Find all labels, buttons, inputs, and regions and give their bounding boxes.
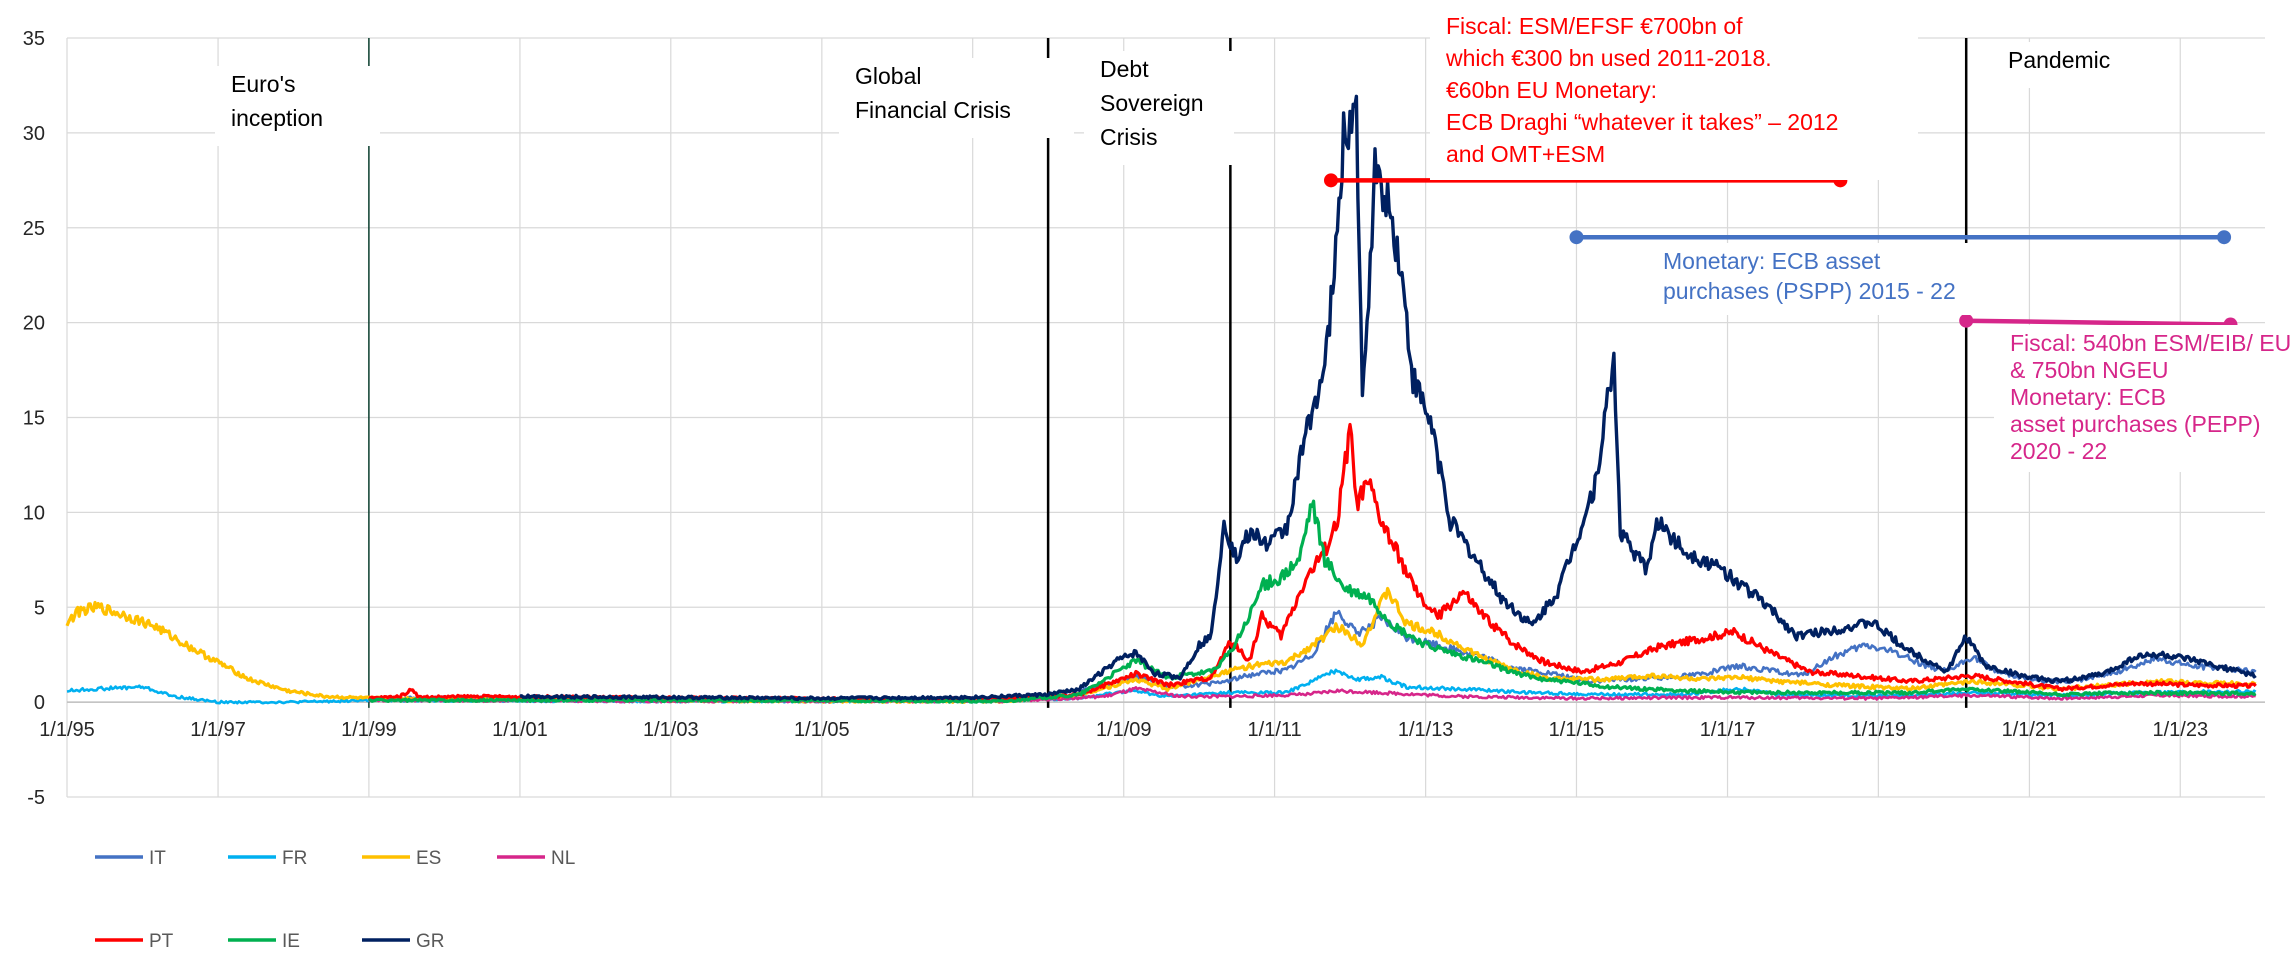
policy-bar-1-start-dot xyxy=(1323,173,1338,188)
annotation-6-line-1: Monetary: ECB asset xyxy=(1663,248,1881,274)
x-tick-label-1-1-03: 1/1/03 xyxy=(643,719,699,741)
legend-label-ie: IE xyxy=(282,931,300,952)
x-tick-label-1-1-15: 1/1/15 xyxy=(1549,719,1605,741)
annotation-box-4 xyxy=(1430,8,1918,180)
x-tick-label-1-1-23: 1/1/23 xyxy=(2152,719,2208,741)
y-tick-label-25: 25 xyxy=(23,218,45,240)
annotation-4-line-4: ECB Draghi “whatever it takes” – 2012 xyxy=(1446,109,1838,135)
x-tick-label-1-1-17: 1/1/17 xyxy=(1700,719,1756,741)
annotation-box-5 xyxy=(1992,42,2152,88)
x-tick-label-1-1-05: 1/1/05 xyxy=(794,719,850,741)
y-tick-label-35: 35 xyxy=(23,28,45,50)
annotation-1-line-1: Euro's xyxy=(231,71,295,97)
annotation-4-line-1: Fiscal: ESM/EFSF €700bn of xyxy=(1446,13,1743,39)
policy-bar-2-start-dot xyxy=(1569,230,1584,245)
series-line-ie xyxy=(368,499,2257,704)
annotation-7-line-3: Monetary: ECB xyxy=(2010,384,2166,410)
y-tick-label-30: 30 xyxy=(23,123,45,145)
annotation-7-line-5: 2020 - 22 xyxy=(2010,438,2107,464)
annotation-5-line-1: Pandemic xyxy=(2008,47,2110,73)
annotation-2-line-2: Financial Crisis xyxy=(855,97,1011,123)
legend-label-it: IT xyxy=(149,848,166,869)
y-tick-label-5: 5 xyxy=(34,597,45,619)
annotation-2-line-1: Global xyxy=(855,63,921,89)
legend: IT FR ES NL PT IE GR xyxy=(95,848,575,952)
x-tick-label-1-1-19: 1/1/19 xyxy=(1851,719,1907,741)
axes: -5 0 5 10 15 20 25 30 35 1/1/95 1/1/97 1/1/99 1/1/01… xyxy=(23,28,2265,809)
annotation-7-line-4: asset purchases (PEPP) xyxy=(2010,411,2261,437)
annotation-4-line-2: which €300 bn used 2011-2018. xyxy=(1445,45,1772,71)
y-tick-label-5: -5 xyxy=(27,787,45,809)
x-tick-label-1-1-09: 1/1/09 xyxy=(1096,719,1152,741)
legend-label-fr: FR xyxy=(282,848,307,869)
y-tick-label-0: 0 xyxy=(34,692,45,714)
policy-bar-3 xyxy=(1966,318,2231,327)
annotation-6-line-2: purchases (PSPP) 2015 - 22 xyxy=(1663,278,1956,304)
x-tick-label-1-1-95: 1/1/95 xyxy=(39,719,95,741)
annotation-3-line-2: Sovereign xyxy=(1100,90,1204,116)
annotation-box-7 xyxy=(1994,325,2294,472)
policy-bar-2-end-dot xyxy=(2217,230,2232,245)
annotation-7-line-2: & 750bn NGEU xyxy=(2010,357,2169,383)
x-tick-label-1-1-97: 1/1/97 xyxy=(190,719,246,741)
annotation-3-line-3: Crisis xyxy=(1100,124,1158,150)
x-tick-label-1-1-11: 1/1/11 xyxy=(1248,719,1302,741)
annotation-box-6 xyxy=(1647,243,1997,315)
y-tick-label-10: 10 xyxy=(23,502,45,524)
y-tick-label-15: 15 xyxy=(23,408,45,430)
annotation-1-line-2: inception xyxy=(231,105,323,131)
x-tick-label-1-1-13: 1/1/13 xyxy=(1398,719,1454,741)
annotation-box-2 xyxy=(839,58,1074,138)
annotation-4-line-3: €60bn EU Monetary: xyxy=(1446,77,1657,103)
legend-label-pt: PT xyxy=(149,931,174,952)
policy-bar-3-start-dot xyxy=(1959,313,1974,328)
x-tick-label-1-1-01: 1/1/01 xyxy=(492,719,548,741)
annotations: Euro's inception Global Financial Crisis Deb… xyxy=(215,8,2294,472)
legend-label-gr: GR xyxy=(416,931,445,952)
series-line-es xyxy=(65,586,2257,704)
annotation-box-1 xyxy=(215,66,380,146)
annotation-4-line-5: and OMT+ESM xyxy=(1446,141,1605,167)
x-tick-label-1-1-21: 1/1/21 xyxy=(2002,719,2058,741)
legend-label-nl: NL xyxy=(551,848,575,869)
legend-label-es: ES xyxy=(416,848,441,869)
annotation-7-line-1: Fiscal: 540bn ESM/EIB/ EU xyxy=(2010,330,2291,356)
series-line-gr xyxy=(519,94,2257,702)
annotation-3-line-1: Debt xyxy=(1100,56,1149,82)
annotation-box-3 xyxy=(1084,51,1234,165)
y-tick-label-20: 20 xyxy=(23,313,45,335)
x-tick-label-1-1-99: 1/1/99 xyxy=(341,719,397,741)
series-lines xyxy=(65,94,2257,705)
x-tick-label-1-1-07: 1/1/07 xyxy=(945,719,1001,741)
